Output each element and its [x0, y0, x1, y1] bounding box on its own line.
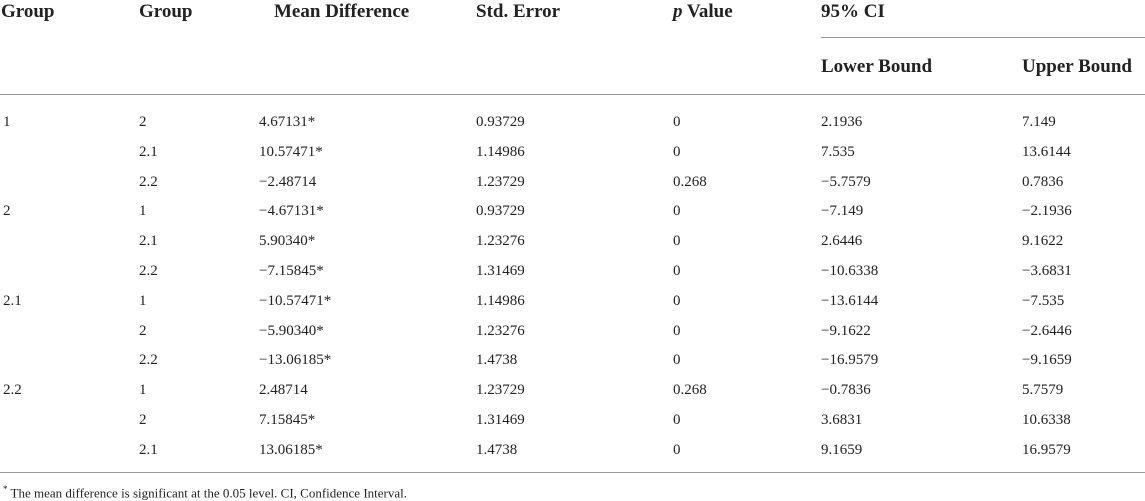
header-p-rest: Value — [682, 1, 733, 22]
cell-upper-bound: 0.7836 — [1022, 174, 1064, 190]
header-p-value: p Value — [673, 1, 733, 23]
cell-mean-difference: 7.15845* — [259, 412, 316, 428]
cell-lower-bound: 2.6446 — [821, 233, 863, 249]
cell-lower-bound: 2.1936 — [821, 114, 863, 130]
cell-lower-bound: −13.6144 — [821, 293, 879, 309]
cell-std-error: 1.4738 — [476, 442, 518, 458]
cell-comparison-group: 1 — [139, 293, 147, 309]
cell-lower-bound: −9.1622 — [821, 323, 871, 339]
cell-upper-bound: 5.7579 — [1022, 382, 1064, 398]
cell-mean-difference: 5.90340* — [259, 233, 316, 249]
cell-comparison-group: 2.2 — [139, 352, 158, 368]
cell-mean-difference: 2.48714 — [259, 382, 308, 398]
cell-comparison-group: 2.1 — [139, 144, 158, 160]
cell-upper-bound: −9.1659 — [1022, 352, 1072, 368]
cell-lower-bound: −0.7836 — [821, 382, 871, 398]
cell-lower-bound: −10.6338 — [821, 263, 879, 279]
cell-p-value: 0.268 — [673, 382, 707, 398]
table-bottom-rule — [0, 472, 1145, 473]
ci-header-rule — [821, 37, 1145, 38]
cell-std-error: 1.23729 — [476, 174, 525, 190]
cell-comparison-group: 2 — [139, 412, 147, 428]
cell-p-value: 0 — [673, 144, 681, 160]
header-p-italic: p — [673, 1, 683, 22]
cell-upper-bound: 16.9579 — [1022, 442, 1071, 458]
cell-upper-bound: −2.1936 — [1022, 203, 1072, 219]
cell-group: 2.1 — [3, 293, 22, 309]
cell-lower-bound: 9.1659 — [821, 442, 863, 458]
cell-p-value: 0 — [673, 233, 681, 249]
cell-std-error: 0.93729 — [476, 114, 525, 130]
cell-std-error: 1.23276 — [476, 233, 525, 249]
cell-mean-difference: −13.06185* — [259, 352, 332, 368]
header-upper-bound: Upper Bound — [1022, 56, 1133, 77]
cell-p-value: 0 — [673, 323, 681, 339]
header-lower-bound: Lower Bound — [821, 56, 933, 77]
cell-mean-difference: −7.15845* — [259, 263, 324, 279]
footnote-mark: * — [3, 484, 8, 494]
header-mean-difference: Mean Difference — [274, 1, 410, 22]
cell-lower-bound: 7.535 — [821, 144, 855, 160]
cell-std-error: 1.31469 — [476, 412, 525, 428]
cell-upper-bound: 13.6144 — [1022, 144, 1071, 160]
cell-group: 2 — [3, 203, 11, 219]
table-footnote: * The mean difference is significant at … — [3, 481, 407, 501]
cell-upper-bound: −7.535 — [1022, 293, 1065, 309]
header-group-1: Group — [1, 1, 55, 22]
cell-p-value: 0 — [673, 442, 681, 458]
cell-mean-difference: 4.67131* — [259, 114, 316, 130]
cell-std-error: 1.14986 — [476, 293, 525, 309]
cell-mean-difference: −10.57471* — [259, 293, 332, 309]
cell-comparison-group: 2.1 — [139, 442, 158, 458]
cell-std-error: 1.23729 — [476, 382, 525, 398]
cell-mean-difference: −5.90340* — [259, 323, 324, 339]
cell-comparison-group: 1 — [139, 203, 147, 219]
header-std-error: Std. Error — [476, 1, 561, 22]
cell-comparison-group: 2.2 — [139, 174, 158, 190]
cell-mean-difference: −4.67131* — [259, 203, 324, 219]
cell-p-value: 0.268 — [673, 174, 707, 190]
cell-std-error: 1.23276 — [476, 323, 525, 339]
cell-upper-bound: 9.1622 — [1022, 233, 1064, 249]
cell-mean-difference: 13.06185* — [259, 442, 323, 458]
cell-mean-difference: 10.57471* — [259, 144, 323, 160]
cell-upper-bound: −2.6446 — [1022, 323, 1072, 339]
cell-comparison-group: 2.1 — [139, 233, 158, 249]
cell-std-error: 1.14986 — [476, 144, 525, 160]
cell-group: 1 — [3, 114, 11, 130]
cell-lower-bound: 3.6831 — [821, 412, 863, 428]
cell-comparison-group: 2.2 — [139, 263, 158, 279]
cell-std-error: 1.4738 — [476, 352, 518, 368]
cell-p-value: 0 — [673, 203, 681, 219]
cell-p-value: 0 — [673, 114, 681, 130]
cell-comparison-group: 2 — [139, 114, 147, 130]
footnote-text: The mean difference is significant at th… — [7, 485, 408, 501]
cell-lower-bound: −5.7579 — [821, 174, 871, 190]
cell-p-value: 0 — [673, 263, 681, 279]
cell-lower-bound: −16.9579 — [821, 352, 879, 368]
cell-lower-bound: −7.149 — [821, 203, 864, 219]
header-group-2: Group — [139, 1, 193, 22]
cell-p-value: 0 — [673, 412, 681, 428]
cell-upper-bound: 7.149 — [1022, 114, 1056, 130]
cell-group: 2.2 — [3, 382, 22, 398]
cell-std-error: 1.31469 — [476, 263, 525, 279]
cell-upper-bound: 10.6338 — [1022, 412, 1071, 428]
cell-comparison-group: 1 — [139, 382, 147, 398]
cell-p-value: 0 — [673, 352, 681, 368]
header-ci: 95% CI — [821, 1, 885, 22]
cell-comparison-group: 2 — [139, 323, 147, 339]
cell-mean-difference: −2.48714 — [259, 174, 317, 190]
cell-std-error: 0.93729 — [476, 203, 525, 219]
header-bottom-rule — [0, 94, 1145, 95]
cell-upper-bound: −3.6831 — [1022, 263, 1072, 279]
cell-p-value: 0 — [673, 293, 681, 309]
